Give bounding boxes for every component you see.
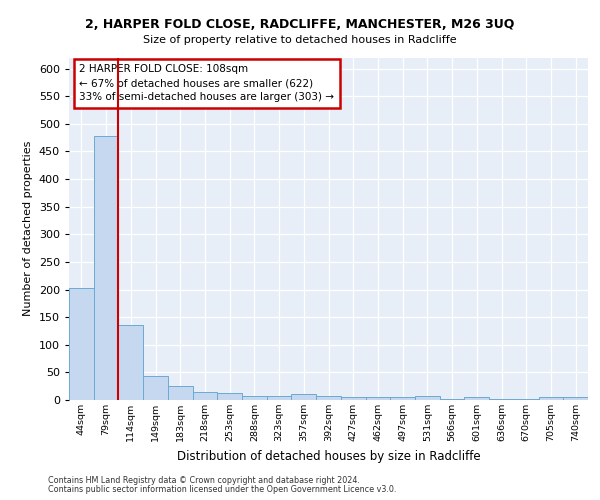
Bar [118, 326, 143, 400]
Bar [390, 397, 415, 400]
Bar [143, 376, 168, 400]
Bar [539, 397, 563, 400]
Bar [464, 396, 489, 400]
Bar [242, 396, 267, 400]
Bar [217, 394, 242, 400]
Text: Contains HM Land Registry data © Crown copyright and database right 2024.: Contains HM Land Registry data © Crown c… [48, 476, 360, 485]
X-axis label: Distribution of detached houses by size in Radcliffe: Distribution of detached houses by size … [176, 450, 481, 462]
Bar [193, 392, 217, 400]
Bar [168, 386, 193, 400]
Text: Contains public sector information licensed under the Open Government Licence v3: Contains public sector information licen… [48, 484, 397, 494]
Text: 2 HARPER FOLD CLOSE: 108sqm
← 67% of detached houses are smaller (622)
33% of se: 2 HARPER FOLD CLOSE: 108sqm ← 67% of det… [79, 64, 334, 102]
Bar [69, 288, 94, 400]
Bar [415, 396, 440, 400]
Bar [563, 397, 588, 400]
Text: Size of property relative to detached houses in Radcliffe: Size of property relative to detached ho… [143, 35, 457, 45]
Bar [94, 136, 118, 400]
Bar [365, 397, 390, 400]
Bar [341, 397, 365, 400]
Bar [316, 396, 341, 400]
Bar [292, 394, 316, 400]
Y-axis label: Number of detached properties: Number of detached properties [23, 141, 33, 316]
Text: 2, HARPER FOLD CLOSE, RADCLIFFE, MANCHESTER, M26 3UQ: 2, HARPER FOLD CLOSE, RADCLIFFE, MANCHES… [85, 18, 515, 30]
Bar [267, 396, 292, 400]
